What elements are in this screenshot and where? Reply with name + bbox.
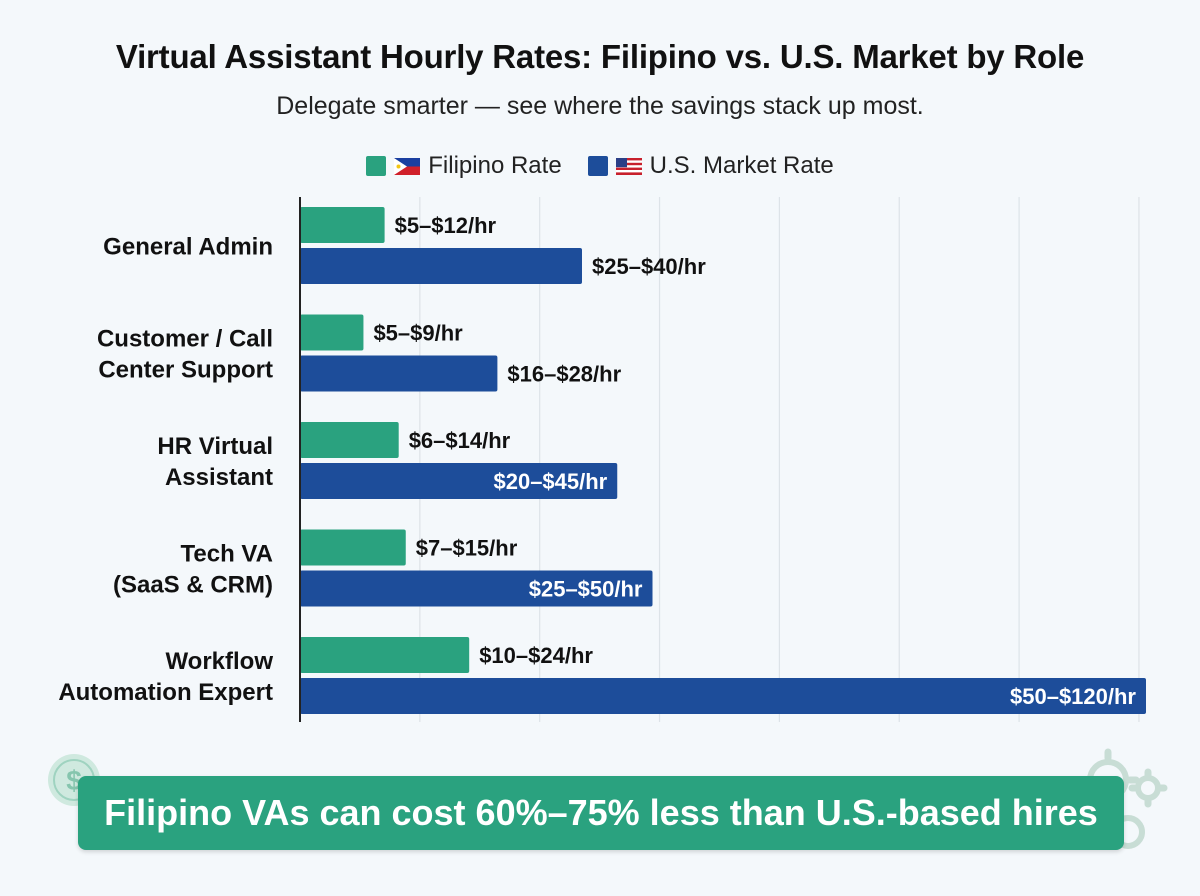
chart-title: Virtual Assistant Hourly Rates: Filipino… [115, 38, 1085, 75]
category-label: (SaaS & CRM) [113, 572, 273, 599]
data-label-filipino: $6–$14/hr [409, 428, 511, 453]
bar-us [300, 570, 653, 607]
category-label: Customer / Call [97, 326, 273, 353]
legend-label-us: U.S. Market Rate [649, 152, 834, 179]
bar-filipino [300, 314, 364, 351]
category-label: General Admin [103, 234, 273, 261]
data-label-filipino: $5–$9/hr [373, 321, 463, 346]
savings-banner: Filipino VAs can cost 60%–75% less than … [78, 776, 1124, 850]
chart-legend: Filipino Rate U.S. Market Rate [0, 152, 1200, 180]
bar-us [300, 248, 582, 284]
bar-us [300, 463, 618, 499]
data-label-us: $25–$50/hr [529, 577, 643, 602]
legend-swatch-us [587, 156, 608, 176]
bar-filipino [300, 207, 385, 243]
category-label: Automation Expert [58, 679, 273, 706]
legend-label-filipino: Filipino Rate [428, 152, 562, 179]
legend-item-filipino: Filipino Rate [366, 152, 562, 180]
philippines-flag-icon [394, 157, 421, 175]
us-flag-icon [615, 157, 642, 175]
data-label-us: $50–$120/hr [1010, 684, 1136, 709]
bar-filipino [300, 637, 470, 673]
data-label-filipino: $10–$24/hr [479, 643, 593, 668]
category-label: HR Virtual [157, 433, 273, 460]
savings-banner-text: Filipino VAs can cost 60%–75% less than … [104, 792, 1098, 833]
bar-filipino [300, 422, 399, 458]
category-label: Tech VA [181, 541, 273, 568]
bar-us [300, 678, 1146, 714]
category-label: Assistant [165, 464, 273, 491]
category-label: Center Support [98, 357, 273, 384]
category-label: Workflow [165, 648, 273, 675]
chart-subtitle: Delegate smarter — see where the savings… [276, 92, 924, 120]
bar-us [300, 355, 498, 392]
data-label-filipino: $5–$12/hr [395, 213, 497, 238]
data-label-us: $25–$40/hr [592, 254, 706, 279]
data-label-filipino: $7–$15/hr [416, 536, 518, 561]
legend-item-us: U.S. Market Rate [587, 152, 834, 180]
legend-swatch-filipino [366, 156, 387, 176]
data-label-us: $16–$28/hr [507, 362, 621, 387]
bar-filipino [300, 529, 406, 566]
data-label-us: $20–$45/hr [493, 469, 607, 494]
